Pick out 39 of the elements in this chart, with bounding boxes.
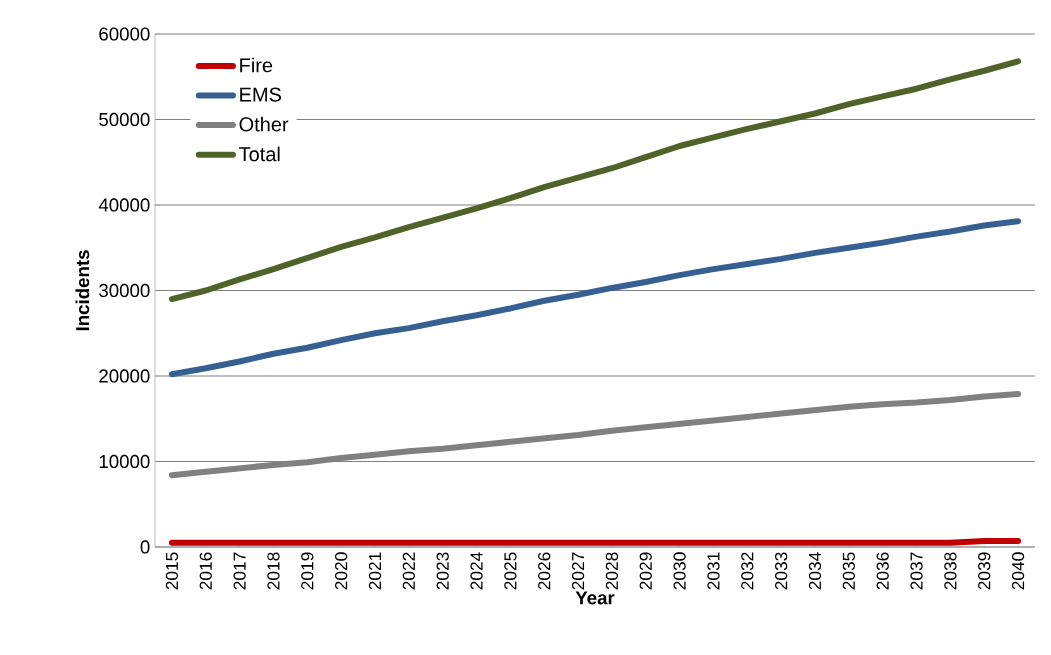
legend-label: Fire <box>240 57 273 73</box>
y-tick-label: 40000 <box>98 198 150 212</box>
x-tick-label: 2020 <box>335 552 348 590</box>
x-tick-label: 2038 <box>944 552 957 590</box>
x-tick-label: 2016 <box>199 552 212 590</box>
x-tick-label: 2023 <box>436 552 449 590</box>
x-tick-label: 2031 <box>707 552 720 590</box>
x-tick-label: 2025 <box>504 552 517 590</box>
x-tick-label: 2030 <box>673 552 686 590</box>
x-tick-label: 2040 <box>1011 552 1025 590</box>
x-tick-label: 2015 <box>165 552 179 590</box>
x-axis-title: Year <box>575 591 615 605</box>
legend-label: Total <box>239 146 280 162</box>
legend-label: Other <box>239 116 289 132</box>
x-tick-label: 2034 <box>808 552 822 590</box>
y-tick-label: 50000 <box>99 112 150 127</box>
y-tick-label: 30000 <box>99 283 150 298</box>
x-tick-label: 2026 <box>538 552 551 590</box>
legend-label: EMS <box>240 87 282 102</box>
x-tick-label: 2032 <box>741 552 754 590</box>
x-tick-label: 2019 <box>301 552 314 590</box>
x-tick-label: 2027 <box>571 552 585 590</box>
y-tick-label: 10000 <box>99 454 150 469</box>
x-tick-label: 2018 <box>267 552 280 590</box>
x-tick-label: 2024 <box>470 552 483 590</box>
x-tick-label: 2035 <box>842 552 855 590</box>
x-tick-label: 2039 <box>978 552 991 590</box>
x-tick-label: 2021 <box>368 552 382 590</box>
x-tick-label: 2028 <box>605 552 619 590</box>
x-tick-label: 2033 <box>775 552 788 590</box>
y-tick-label: 60000 <box>99 27 150 41</box>
x-tick-label: 2037 <box>910 552 923 590</box>
x-tick-label: 2022 <box>402 552 415 590</box>
x-tick-label: 2029 <box>639 552 652 590</box>
y-tick-label: 20000 <box>99 369 150 383</box>
x-tick-label: 2017 <box>233 552 246 590</box>
y-axis-title: Incidents <box>75 250 90 331</box>
y-tick-label: 0 <box>140 540 150 554</box>
x-tick-label: 2036 <box>876 552 889 590</box>
